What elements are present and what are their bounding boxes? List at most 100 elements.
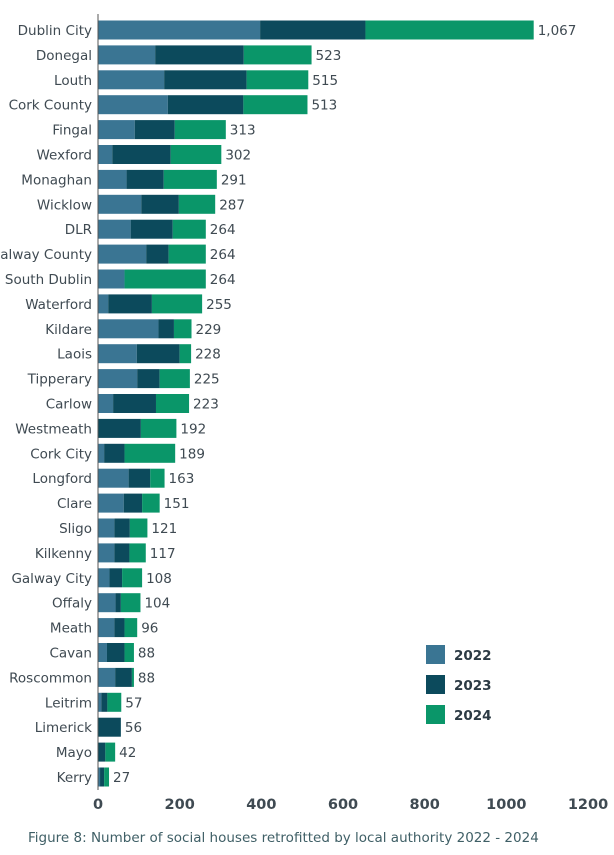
category-label: Galway County — [0, 247, 92, 263]
bar-cork-city-2022 — [98, 443, 105, 463]
total-label: 96 — [141, 621, 158, 637]
bar-galway-city-2024 — [122, 568, 143, 588]
total-label: 57 — [125, 695, 142, 711]
figure-caption: Figure 8: Number of social houses retrof… — [28, 830, 539, 846]
category-label: Laois — [57, 347, 92, 363]
bar-fingal-2023 — [134, 120, 175, 140]
bar-donegal-2024 — [243, 45, 312, 65]
bar-dublin-city-2023 — [260, 20, 366, 40]
category-label: Cavan — [49, 646, 92, 662]
total-label: 287 — [219, 197, 245, 213]
category-label: South Dublin — [5, 272, 92, 288]
bar-clare-2022 — [98, 493, 124, 513]
bar-donegal-2023 — [155, 45, 244, 65]
total-label: 104 — [144, 596, 170, 612]
total-label: 42 — [119, 745, 136, 761]
x-axis-ticks: 0 200 400 600 800 1000 1200 — [93, 797, 608, 813]
total-label: 223 — [193, 397, 219, 413]
bar-louth-2023 — [164, 70, 247, 90]
total-label: 1,067 — [538, 23, 577, 39]
total-label: 229 — [196, 322, 222, 338]
bar-monaghan-2023 — [126, 169, 164, 189]
bar-dlr-2023 — [130, 219, 173, 239]
category-label: Waterford — [25, 297, 92, 313]
total-label: 228 — [195, 347, 221, 363]
total-label: 27 — [113, 770, 130, 786]
legend-swatch-2024 — [426, 705, 445, 724]
category-label: Offaly — [52, 596, 92, 612]
category-label: Meath — [50, 621, 92, 637]
x-tick-label: 1000 — [486, 797, 526, 813]
category-label: Wexford — [36, 148, 92, 164]
bar-carlow-2022 — [98, 394, 114, 413]
category-label: Donegal — [36, 48, 92, 64]
category-label: DLR — [65, 222, 92, 238]
bar-louth-2022 — [98, 70, 165, 90]
bar-roscommon-2023 — [115, 667, 132, 687]
bar-longford-2023 — [128, 468, 151, 488]
category-label: Kilkenny — [35, 546, 92, 562]
bar-cavan-2024 — [124, 643, 134, 662]
bar-laois-2023 — [136, 344, 180, 364]
bar-carlow-2023 — [113, 394, 156, 413]
bar-donegal-2022 — [98, 45, 156, 65]
total-label: 192 — [180, 421, 206, 437]
bar-kildare-2024 — [173, 319, 192, 339]
bar-cork-county-2024 — [243, 95, 308, 115]
legend-swatch-2022 — [426, 645, 445, 664]
bar-louth-2024 — [246, 70, 309, 90]
total-label: 291 — [221, 172, 247, 188]
total-labels: 1,067 523 515 513 313 302 291 287 264 264 264 255 22… — [113, 23, 576, 786]
total-label: 88 — [138, 670, 155, 686]
bar-waterford-2022 — [98, 294, 109, 314]
bar-clare-2023 — [123, 493, 143, 513]
category-label: Galway City — [11, 571, 92, 587]
category-label: Carlow — [46, 397, 92, 413]
total-label: 108 — [146, 571, 172, 587]
bar-wicklow-2024 — [178, 194, 216, 214]
total-label: 513 — [311, 98, 337, 114]
bar-westmeath-2024 — [140, 418, 177, 438]
x-tick-label: 200 — [165, 797, 195, 813]
total-label: 313 — [230, 123, 256, 139]
total-label: 515 — [312, 73, 338, 89]
bar-offaly-2022 — [98, 593, 116, 613]
bar-dlr-2022 — [98, 219, 131, 239]
total-label: 117 — [150, 546, 176, 562]
bar-sligo-2022 — [98, 518, 115, 538]
legend-swatch-2023 — [426, 675, 445, 694]
total-label: 302 — [225, 148, 251, 164]
category-label: Roscommon — [9, 670, 92, 686]
category-label: Limerick — [35, 720, 92, 736]
total-label: 255 — [206, 297, 232, 313]
bar-meath-2023 — [114, 618, 125, 638]
category-label: Kildare — [45, 322, 92, 338]
bars-group — [98, 20, 534, 787]
x-tick-label: 1200 — [568, 797, 608, 813]
bar-leitrim-2022 — [98, 692, 102, 712]
total-label: 264 — [210, 222, 236, 238]
x-tick-label: 800 — [410, 797, 440, 813]
bar-roscommon-2024 — [131, 667, 134, 687]
bar-south-dublin-2022 — [98, 269, 125, 289]
bar-clare-2024 — [142, 493, 160, 513]
bar-cork-city-2023 — [104, 443, 125, 463]
bar-sligo-2023 — [114, 518, 130, 538]
category-label: Fingal — [52, 123, 92, 139]
bar-kilkenny-2022 — [98, 543, 115, 563]
category-label: Mayo — [56, 745, 92, 761]
bar-cork-county-2023 — [167, 95, 244, 115]
category-label: Cork County — [9, 98, 92, 114]
bar-kildare-2023 — [158, 319, 174, 339]
bar-mayo-2023 — [98, 742, 106, 762]
x-tick-label: 0 — [93, 797, 103, 813]
bar-offaly-2023 — [115, 593, 121, 613]
category-label: Monaghan — [21, 172, 92, 188]
category-label: Dublin City — [18, 23, 92, 39]
bar-dlr-2024 — [172, 219, 206, 239]
bar-galway-city-2023 — [109, 568, 123, 588]
total-label: 189 — [179, 446, 205, 462]
bar-longford-2022 — [98, 468, 129, 488]
bar-fingal-2022 — [98, 120, 135, 140]
